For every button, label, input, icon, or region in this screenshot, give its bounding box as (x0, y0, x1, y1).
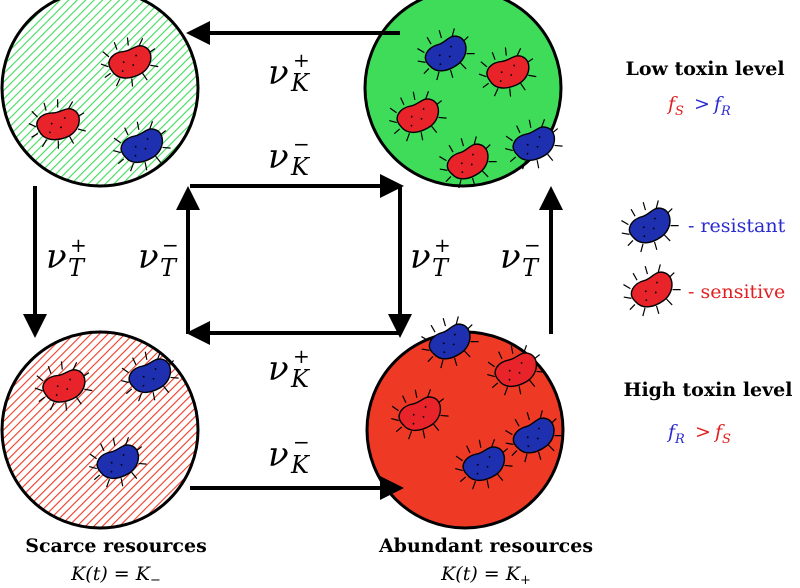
legend-resistant-icon (612, 190, 687, 262)
svg-text:−: − (293, 132, 310, 156)
circle-abundant-low-toxin (363, 0, 563, 188)
high-toxin-condition: fR > fS (666, 421, 731, 447)
circle-scarce-high-toxin (0, 330, 200, 530)
svg-text:K: K (290, 365, 311, 393)
low-toxin-title: Low toxin level (625, 58, 784, 80)
svg-text:fR: fR (666, 421, 685, 447)
svg-text:K: K (290, 69, 311, 97)
svg-text:T: T (160, 254, 178, 282)
low-toxin-condition: fS > fR (666, 93, 731, 119)
svg-text:ν: ν (138, 237, 159, 277)
rate-label-nu-t-minus-right: ν T − (500, 233, 541, 282)
svg-text:fS: fS (666, 93, 684, 119)
circle-scarce-low-toxin (0, 0, 200, 188)
svg-text:+: + (434, 233, 451, 257)
svg-text:−: − (162, 233, 179, 257)
svg-text:fR: fR (712, 93, 731, 119)
svg-text:ν: ν (268, 137, 289, 177)
svg-text:>: > (695, 421, 711, 443)
svg-text:−: − (293, 430, 310, 454)
rate-label-nu-t-minus-left: ν T − (138, 233, 179, 282)
high-toxin-title: High toxin level (624, 379, 793, 401)
abundant-resources-title: Abundant resources (378, 535, 593, 557)
svg-text:>: > (694, 93, 710, 115)
svg-text:ν: ν (268, 53, 289, 93)
legend-sensitive-label: - sensitive (688, 281, 785, 303)
scarce-resources-title: Scarce resources (25, 535, 207, 557)
svg-text:K: K (290, 451, 311, 479)
rate-label-nu-k-plus-bottom: ν K + (268, 344, 311, 393)
svg-text:ν: ν (500, 237, 521, 277)
svg-text:T: T (522, 254, 540, 282)
svg-text:+: + (70, 233, 87, 257)
svg-text:T: T (432, 254, 450, 282)
svg-text:+: + (293, 48, 310, 72)
svg-text:−: − (524, 233, 541, 257)
svg-text:K: K (290, 153, 311, 181)
svg-text:ν: ν (46, 237, 67, 277)
legend-resistant-label: - resistant (688, 215, 786, 237)
svg-text:T: T (68, 254, 86, 282)
rate-label-nu-k-minus-top: ν K − (268, 132, 311, 181)
svg-text:+: + (293, 344, 310, 368)
rate-label-nu-t-plus-right: ν T + (410, 233, 451, 282)
abundant-resources-eq: K(t) = K+ (440, 563, 531, 588)
svg-text:fS: fS (713, 421, 731, 447)
rate-label-nu-k-minus-bottom: ν K − (268, 430, 311, 479)
rate-label-nu-k-plus-top: ν K + (268, 48, 311, 97)
legend-sensitive-icon (614, 254, 689, 326)
svg-text:ν: ν (268, 435, 289, 475)
svg-text:ν: ν (268, 349, 289, 389)
rate-label-nu-t-plus-left: ν T + (46, 233, 87, 282)
svg-text:ν: ν (410, 237, 431, 277)
scarce-resources-eq: K(t) = K− (70, 563, 161, 588)
